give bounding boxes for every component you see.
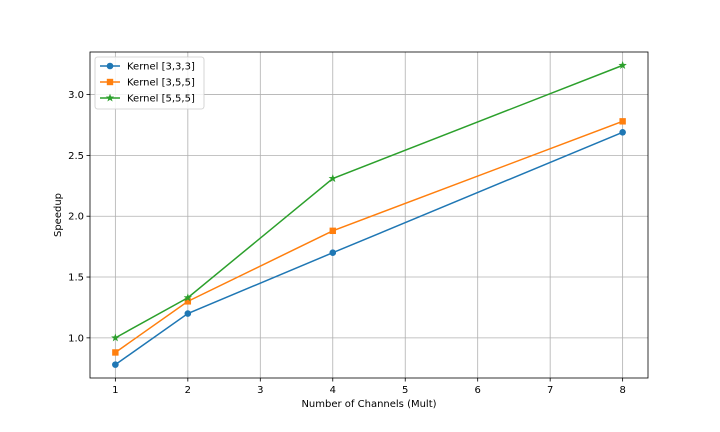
data-point (184, 310, 192, 317)
series-1 (112, 128, 626, 368)
data-point (184, 298, 192, 305)
legend-item: Kernel [5,5,5] (100, 94, 195, 105)
data-point (329, 249, 337, 257)
data-point (619, 128, 626, 136)
x-tick-label: 3 (257, 385, 263, 396)
y-tick-label: 3.0 (68, 90, 84, 101)
legend-label: Kernel [5,5,5] (127, 94, 195, 105)
legend-item: Kernel [3,3,3] (100, 62, 195, 73)
series-line (114, 64, 623, 339)
y-axis-label: Speedup (53, 193, 64, 237)
data-point (328, 174, 337, 183)
y-tick-label: 2.5 (68, 151, 84, 162)
x-axis-ticks: 1 2 3 4 5 6 7 8 (112, 378, 626, 396)
x-tick-label: 6 (475, 385, 481, 396)
series-line (114, 120, 623, 354)
x-tick-label: 7 (547, 385, 553, 396)
series-line (114, 131, 623, 366)
x-tick-label: 5 (402, 385, 408, 396)
legend-item: Kernel [3,5,5] (100, 78, 195, 89)
x-axis-label: Number of Channels (Mult) (301, 399, 436, 410)
data-point (618, 60, 627, 69)
y-tick-label: 1.0 (68, 333, 84, 344)
x-tick-label: 8 (619, 385, 625, 396)
data-point (105, 93, 115, 102)
data-point (106, 78, 114, 86)
data-point (329, 227, 336, 235)
legend-label: Kernel [3,5,5] (127, 78, 195, 89)
data-point (112, 361, 119, 368)
y-tick-label: 2.0 (68, 212, 84, 223)
series-2 (112, 118, 626, 356)
data-point (112, 349, 119, 356)
x-tick-label: 4 (330, 385, 336, 396)
y-axis-ticks: 1.0 1.5 2.0 2.5 3.0 (68, 90, 90, 344)
series-lines (111, 60, 627, 368)
grid-lines (90, 52, 648, 378)
legend-box (94, 56, 205, 110)
series-3 (111, 60, 627, 342)
data-point (619, 118, 626, 125)
data-point (111, 333, 120, 342)
legend-label: Kernel [3,3,3] (127, 62, 195, 73)
data-point (106, 62, 114, 70)
x-tick-label: 2 (185, 385, 191, 396)
y-tick-label: 1.5 (68, 273, 84, 284)
data-point (183, 293, 193, 302)
plot-area-frame (89, 51, 649, 379)
legend: Kernel [3,3,3] Kernel [3,5,5] Kernel [5,5,… (94, 56, 205, 110)
x-tick-label: 1 (112, 385, 118, 396)
